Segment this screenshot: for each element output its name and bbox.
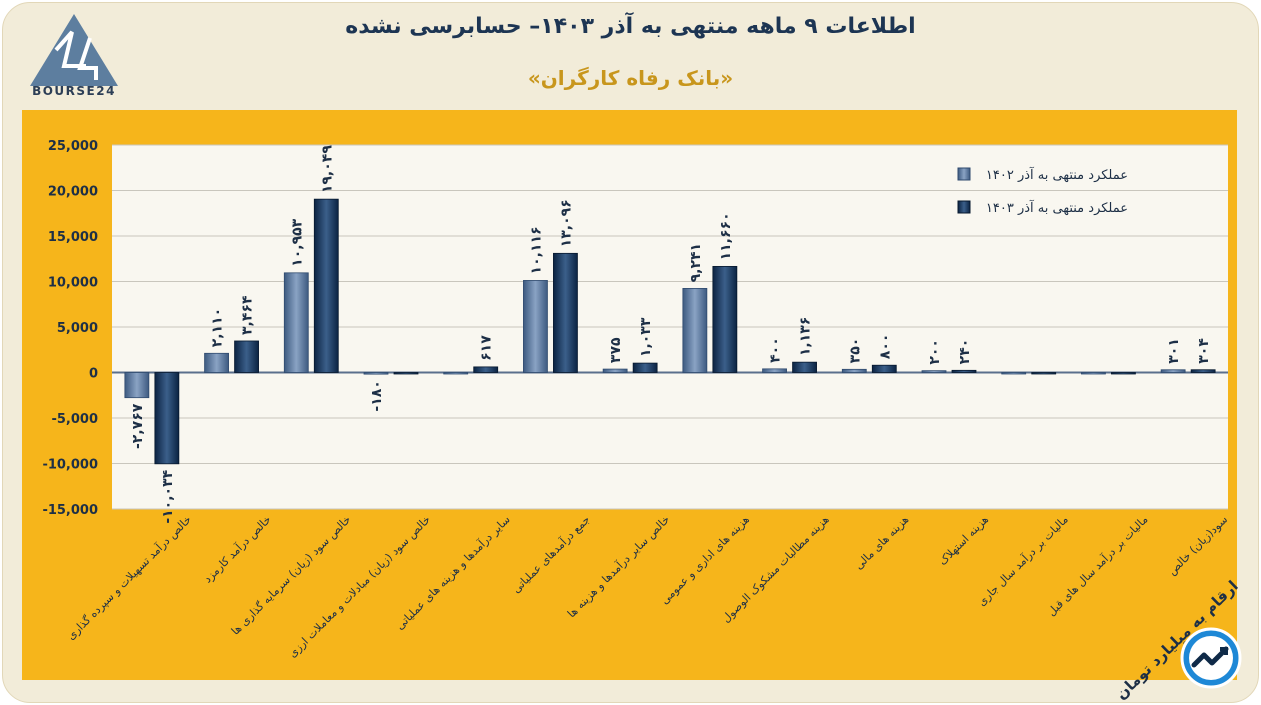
data-label: ۱,۱۳۶: [798, 317, 814, 357]
legend-label: عملکرد منتهی به آذر ۱۴۰۲: [986, 166, 1128, 183]
y-tick-label: -15,000: [42, 503, 98, 518]
bar-1403: [1190, 369, 1216, 373]
data-label: ۴۰۰: [768, 337, 784, 363]
y-tick-label: 0: [89, 367, 98, 382]
bar-1402: [602, 368, 628, 373]
legend-label: عملکرد منتهی به آذر ۱۴۰۳: [986, 199, 1128, 216]
logo-text: BOURSE24: [32, 84, 116, 98]
data-label: ۲,۱۱۰: [210, 308, 226, 348]
legend-swatch: [957, 167, 971, 181]
bar-1403: [792, 361, 817, 373]
bar-1402: [363, 372, 389, 375]
bar-1403: [234, 340, 259, 373]
bar-1403: [712, 265, 738, 373]
data-label: ۱۰,۹۵۳: [289, 218, 305, 266]
data-label: ۲۰۰: [927, 339, 943, 365]
bar-1403: [473, 366, 499, 373]
y-tick-label: 20,000: [48, 185, 98, 200]
bar-1403: [871, 364, 897, 373]
bar-1402: [921, 370, 947, 373]
data-label: ۱۱,۶۶۰: [718, 212, 734, 260]
data-label: ۳۵۰: [847, 338, 863, 364]
bar-1402: [283, 272, 309, 373]
data-label: -۱۸۰: [369, 380, 385, 411]
bar-1403: [313, 198, 339, 373]
data-label: -۲,۷۶۷: [130, 403, 146, 449]
bar-1403: [154, 372, 180, 465]
data-label: ۶۱۷: [479, 335, 495, 361]
y-tick-label: -5,000: [51, 412, 98, 427]
data-label: ۸۰۰: [877, 334, 893, 360]
bar-1402: [762, 368, 787, 373]
bar-1402: [841, 368, 867, 373]
bar-1402: [682, 288, 708, 373]
y-axis-ticks: -15,000 -10,000 -5,000 0 5,000 10,000 15,000 20…: [42, 139, 98, 518]
bar-1403: [951, 369, 977, 373]
chart-subtitle: «بانک رفاه کارگران»: [527, 66, 734, 90]
data-label: ۱۰,۱۱۶: [528, 226, 544, 274]
data-label: ۳۰۴: [1196, 338, 1212, 364]
legend: عملکرد منتهی به آذر ۱۴۰۲ عملکرد منتهی به …: [957, 166, 1128, 216]
legend-swatch: [957, 200, 971, 214]
data-label: ۱,۰۳۳: [638, 317, 654, 357]
bar-1402: [1081, 372, 1106, 375]
bar-1402: [204, 352, 229, 373]
data-label: -۱۰,۰۳۴: [160, 469, 176, 523]
bourse24-logo: [30, 14, 118, 86]
data-label: ۹,۲۴۱: [688, 243, 704, 283]
y-tick-label: 5,000: [57, 321, 98, 336]
bars: [124, 198, 1216, 465]
bar-1402: [443, 372, 469, 375]
data-label: ۲۴۰: [957, 339, 973, 365]
bar-1403: [1031, 372, 1057, 375]
bar-1402: [1160, 369, 1186, 373]
data-label: ۳,۴۶۴: [240, 295, 256, 335]
bar-1403: [1111, 372, 1136, 375]
data-labels: -۲,۷۶۷ -۱۰,۰۳۴ ۲,۱۱۰ ۳,۴۶۴ ۱۰,۹۵۳ ۱۹,۰۴۹ -۱۸۰ ۶…: [130, 145, 1212, 524]
bar-1403: [632, 362, 658, 373]
data-label: ۱۹,۰۴۹: [319, 145, 335, 193]
y-tick-label: 15,000: [48, 230, 98, 245]
y-tick-label: -10,000: [42, 458, 98, 473]
data-label: ۳۰۱: [1166, 338, 1182, 364]
chart-title: اطلاعات ۹ ماهه منتهی به آذر ۱۴۰۳– حسابرس…: [345, 14, 916, 39]
bar-1402: [523, 280, 548, 373]
bar-1403: [393, 372, 419, 375]
bar-1402: [1001, 372, 1027, 375]
data-label: ۱۳,۰۹۶: [558, 199, 574, 247]
y-tick-label: 10,000: [48, 276, 98, 291]
y-tick-label: 25,000: [48, 139, 98, 154]
bar-1402: [124, 372, 150, 399]
bar-1403: [553, 252, 578, 373]
data-label: ۳۷۵: [608, 337, 624, 363]
trend-icon: [1180, 627, 1242, 689]
